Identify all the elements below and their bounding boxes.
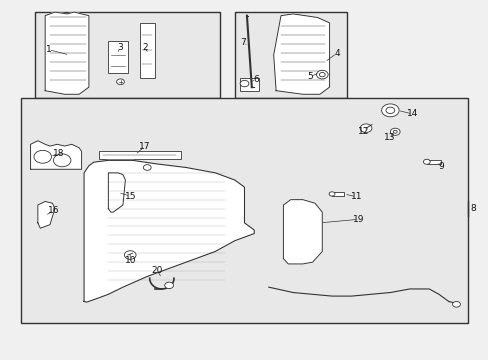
- Bar: [239, 78, 259, 91]
- Circle shape: [423, 159, 429, 164]
- Circle shape: [116, 79, 124, 85]
- Circle shape: [240, 80, 248, 87]
- Bar: [331, 192, 344, 196]
- Text: 15: 15: [124, 192, 136, 201]
- Text: 10: 10: [124, 256, 136, 265]
- Polygon shape: [84, 160, 254, 302]
- Bar: [35, 12, 220, 98]
- Text: 1: 1: [45, 45, 51, 54]
- Bar: [234, 12, 346, 98]
- Circle shape: [360, 124, 371, 132]
- Text: 13: 13: [383, 133, 394, 142]
- Circle shape: [328, 192, 334, 196]
- Text: 19: 19: [352, 215, 364, 224]
- Circle shape: [143, 165, 151, 170]
- Bar: [426, 159, 441, 164]
- Circle shape: [124, 251, 136, 259]
- Circle shape: [34, 150, 51, 163]
- Text: 14: 14: [406, 109, 417, 118]
- Polygon shape: [108, 173, 125, 212]
- Text: 5: 5: [306, 72, 312, 81]
- Circle shape: [164, 282, 173, 289]
- Circle shape: [53, 154, 71, 167]
- Circle shape: [389, 128, 399, 135]
- Circle shape: [319, 72, 325, 77]
- Polygon shape: [273, 14, 329, 94]
- Polygon shape: [45, 12, 89, 94]
- Bar: [140, 23, 154, 78]
- Text: 6: 6: [253, 76, 259, 85]
- Circle shape: [392, 130, 396, 133]
- Polygon shape: [30, 141, 81, 169]
- Text: 11: 11: [350, 192, 361, 201]
- Bar: [21, 98, 467, 323]
- Text: 16: 16: [48, 206, 60, 215]
- Text: 8: 8: [469, 204, 475, 213]
- Circle shape: [316, 70, 327, 79]
- Circle shape: [381, 104, 398, 117]
- Text: 3: 3: [118, 43, 123, 52]
- Polygon shape: [283, 200, 322, 264]
- Circle shape: [385, 107, 394, 113]
- Text: 4: 4: [333, 49, 339, 58]
- Circle shape: [452, 301, 459, 307]
- Polygon shape: [38, 202, 55, 228]
- Bar: [108, 41, 127, 73]
- Text: 12: 12: [357, 127, 368, 136]
- Text: 2: 2: [142, 43, 147, 52]
- Text: 17: 17: [139, 141, 150, 150]
- Text: 20: 20: [151, 266, 163, 275]
- Text: 9: 9: [438, 162, 444, 171]
- Text: 7: 7: [240, 38, 246, 47]
- Text: 18: 18: [53, 149, 64, 158]
- Bar: [99, 152, 181, 158]
